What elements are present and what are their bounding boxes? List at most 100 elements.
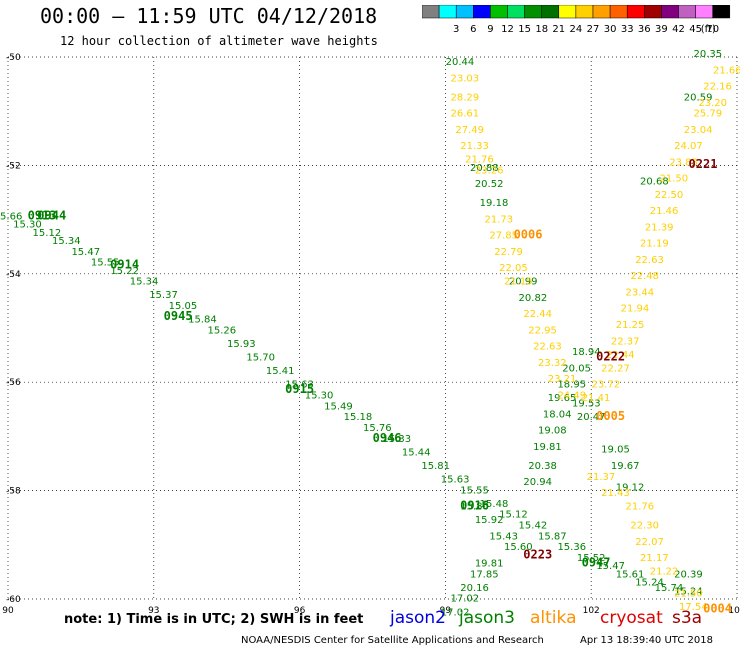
pass-time-label: 0946 xyxy=(373,431,402,445)
y-tick-label: -52 xyxy=(6,161,21,171)
swh-value-label: 27.49 xyxy=(455,125,484,136)
pass-time-label: 0915 xyxy=(285,382,314,396)
swh-value-label: 23.03 xyxy=(451,73,480,84)
series-jason3: 15.6615.3015.1215.3415.4715.5515.2215.34… xyxy=(0,49,722,618)
swh-value-label: 21.43 xyxy=(601,488,630,499)
swh-value-label: 15.12 xyxy=(33,228,62,239)
swh-value-label: 15.18 xyxy=(344,412,373,423)
swh-value-label: 15.33 xyxy=(382,434,411,445)
swh-value-label: 25.79 xyxy=(694,109,723,120)
swh-value-label: 21.76 xyxy=(465,155,494,166)
swh-value-label: 23.44 xyxy=(625,287,654,298)
swh-value-label: 23.72 xyxy=(591,380,620,391)
swh-value-label: 19.08 xyxy=(538,426,567,437)
swh-value-label: 15.34 xyxy=(52,236,81,247)
y-tick-label: -60 xyxy=(6,595,21,605)
swh-value-label: 15.24 xyxy=(674,587,703,598)
swh-value-label: 23.21 xyxy=(548,374,577,385)
swh-value-label: 19.05 xyxy=(601,445,630,456)
colorbar-tick-label: 18 xyxy=(535,24,548,35)
swh-value-label: 23.32 xyxy=(538,358,567,369)
legend-s3a: s3a xyxy=(672,608,703,628)
colorbar-tick-label: 39 xyxy=(655,24,668,35)
x-tick-label: 96 xyxy=(294,606,306,616)
swh-value-label: 21.37 xyxy=(587,472,616,483)
colorbar-tick-label: 12 xyxy=(501,24,514,35)
swh-value-label: 15.66 xyxy=(0,212,22,223)
swh-value-label: 22.50 xyxy=(655,190,684,201)
y-tick-label: -50 xyxy=(6,53,21,63)
swh-value-label: 17.54 xyxy=(679,602,708,613)
swh-value-label: 22.07 xyxy=(635,537,664,548)
swh-value-label: 22.95 xyxy=(528,325,557,336)
swh-value-label: 21.22 xyxy=(650,567,679,578)
y-tick-label: -58 xyxy=(6,487,21,497)
swh-value-label: 22.79 xyxy=(494,247,523,258)
swh-value-label: 15.30 xyxy=(13,220,42,231)
swh-value-label: 27.85 xyxy=(489,231,518,242)
swh-value-label: 15.55 xyxy=(91,258,120,269)
swh-value-label: 20.99 xyxy=(509,277,538,288)
legend-jason3: jason3 xyxy=(459,608,515,628)
colorbar-unit: (ft) xyxy=(701,24,716,35)
colorbar-tick-label: 30 xyxy=(604,24,617,35)
swh-value-label: 24.49 xyxy=(557,390,586,401)
swh-value-label: 26.61 xyxy=(451,109,480,120)
swh-value-label: 15.76 xyxy=(363,423,392,434)
swh-value-label: 21.33 xyxy=(460,141,489,152)
swh-value-label: 21.94 xyxy=(621,304,650,315)
swh-value-label: 20.88 xyxy=(470,163,499,174)
swh-value-label: 22.44 xyxy=(606,350,635,361)
swh-value-label: 23.26 xyxy=(475,166,504,177)
swh-value-label: 28.29 xyxy=(451,92,480,103)
swh-value-label: 15.44 xyxy=(402,447,431,458)
swh-value-label: 20.47 xyxy=(577,412,606,423)
swh-value-label: 17.02 xyxy=(441,607,470,618)
swh-value-label: 15.80 xyxy=(460,502,489,513)
swh-value-label: 20.39 xyxy=(674,569,703,580)
swh-value-label: 15.63 xyxy=(285,380,314,391)
swh-value-label: 21.50 xyxy=(674,588,703,599)
y-tick-label: -54 xyxy=(6,270,21,280)
swh-value-label: 17.85 xyxy=(470,569,499,580)
pass-time-label: 0004 xyxy=(703,602,732,616)
swh-value-label: 15.93 xyxy=(227,339,256,350)
series-altika: 23.0328.2926.6127.4921.3321.7623.2621.73… xyxy=(451,65,740,613)
colorbar-tick-label: 42 xyxy=(672,24,685,35)
swh-value-label: 15.43 xyxy=(489,531,518,542)
footer-note: note: 1) Time is in UTC; 2) SWH is in fe… xyxy=(64,612,364,627)
colorbar-tick-label: 33 xyxy=(621,24,634,35)
legend-jason2: jason2 xyxy=(390,608,446,628)
swh-value-label: 15.74 xyxy=(655,583,684,594)
swh-value-label: 23.04 xyxy=(684,125,713,136)
y-tick-label: -56 xyxy=(6,378,21,388)
pass-time-label: 0914 xyxy=(110,257,139,271)
swh-value-label: 15.70 xyxy=(246,353,275,364)
swh-value-label: 20.94 xyxy=(523,477,552,488)
pass-time-label: 0221 xyxy=(689,157,718,171)
swh-value-label: 15.47 xyxy=(71,247,100,258)
swh-value-label: 18.04 xyxy=(543,409,572,420)
swh-value-label: 22.44 xyxy=(523,309,552,320)
swh-value-label: 15.12 xyxy=(499,510,528,521)
colorbar-tick-label: 70 xyxy=(706,24,719,35)
swh-value-label: 15.84 xyxy=(188,315,217,326)
swh-value-label: 22.63 xyxy=(635,255,664,266)
swh-value-label: 19.53 xyxy=(572,399,601,410)
swh-value-label: 23.83 xyxy=(669,157,698,168)
swh-value-label: 22.05 xyxy=(499,263,528,274)
swh-value-label: 15.81 xyxy=(421,461,450,472)
swh-value-label: 21.15 xyxy=(504,277,533,288)
swh-value-label: 15.36 xyxy=(557,542,586,553)
swh-value-label: 15.49 xyxy=(324,401,353,412)
swh-value-label: 15.48 xyxy=(480,499,509,510)
swh-value-label: 22.63 xyxy=(533,342,562,353)
x-tick-label: 105 xyxy=(728,606,740,616)
swh-value-label: 21.41 xyxy=(582,393,611,404)
swh-value-label: 15.22 xyxy=(110,266,139,277)
swh-value-label: 20.16 xyxy=(460,583,489,594)
map-title: 00:00 — 11:59 UTC 04/12/2018 xyxy=(40,4,378,28)
swh-value-label: 19.81 xyxy=(475,558,504,569)
swh-value-label: 15.47 xyxy=(596,561,625,572)
